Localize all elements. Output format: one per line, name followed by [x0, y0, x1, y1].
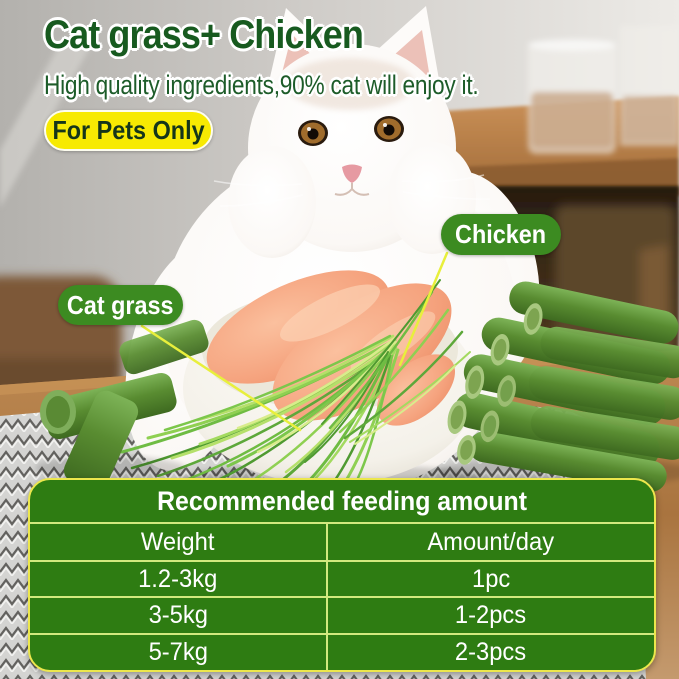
- feeding-table-title: Recommended feeding amount: [157, 485, 527, 516]
- amount-value: 1-2pcs: [455, 601, 527, 629]
- page-title: Cat grass+ Chicken: [44, 13, 364, 57]
- cat-grass-callout: Cat grass: [58, 285, 183, 325]
- cat-eye-left: [298, 120, 328, 146]
- badge-label: For Pets Only: [52, 115, 205, 145]
- table-row: 5-7kg 2-3pcs: [30, 633, 654, 670]
- for-pets-only-badge: For Pets Only: [44, 110, 213, 151]
- weight-value: 5-7kg: [30, 635, 328, 670]
- shelf-and-glasses: [430, 26, 679, 196]
- chicken-callout: Chicken: [441, 214, 561, 255]
- amount-value: 2-3pcs: [455, 638, 527, 666]
- amount-value: 1pc: [471, 564, 511, 593]
- stick-ends: [447, 303, 543, 465]
- cat-nose: [342, 164, 362, 183]
- page-subtitle: High quality ingredients,90% cat will en…: [44, 70, 479, 100]
- weight-value: 1.2-3kg: [30, 562, 328, 596]
- weight-value: 3-5kg: [30, 598, 328, 633]
- table-row: 1.2-3kg 1pc: [30, 560, 654, 596]
- column-weight: Weight: [30, 524, 328, 560]
- cat-grass-pointer-line: [140, 324, 302, 432]
- feeding-table: Recommended feeding amount Weight Amount…: [28, 478, 656, 672]
- cat-grass-callout-label: Cat grass: [67, 289, 174, 320]
- callout-lines: [140, 251, 449, 432]
- table-row: 3-5kg 1-2pcs: [30, 596, 654, 633]
- drinking-glasses: [528, 26, 679, 154]
- bowl-image: [120, 270, 482, 496]
- treat-sticks-left: [35, 319, 209, 492]
- feeding-table-header-row: Weight Amount/day: [30, 522, 654, 560]
- column-amount-per-day: Amount/day: [427, 527, 555, 556]
- chicken-callout-label: Chicken: [455, 219, 547, 249]
- cat-eye-right: [374, 116, 404, 142]
- chicken-pointer-line: [398, 251, 449, 367]
